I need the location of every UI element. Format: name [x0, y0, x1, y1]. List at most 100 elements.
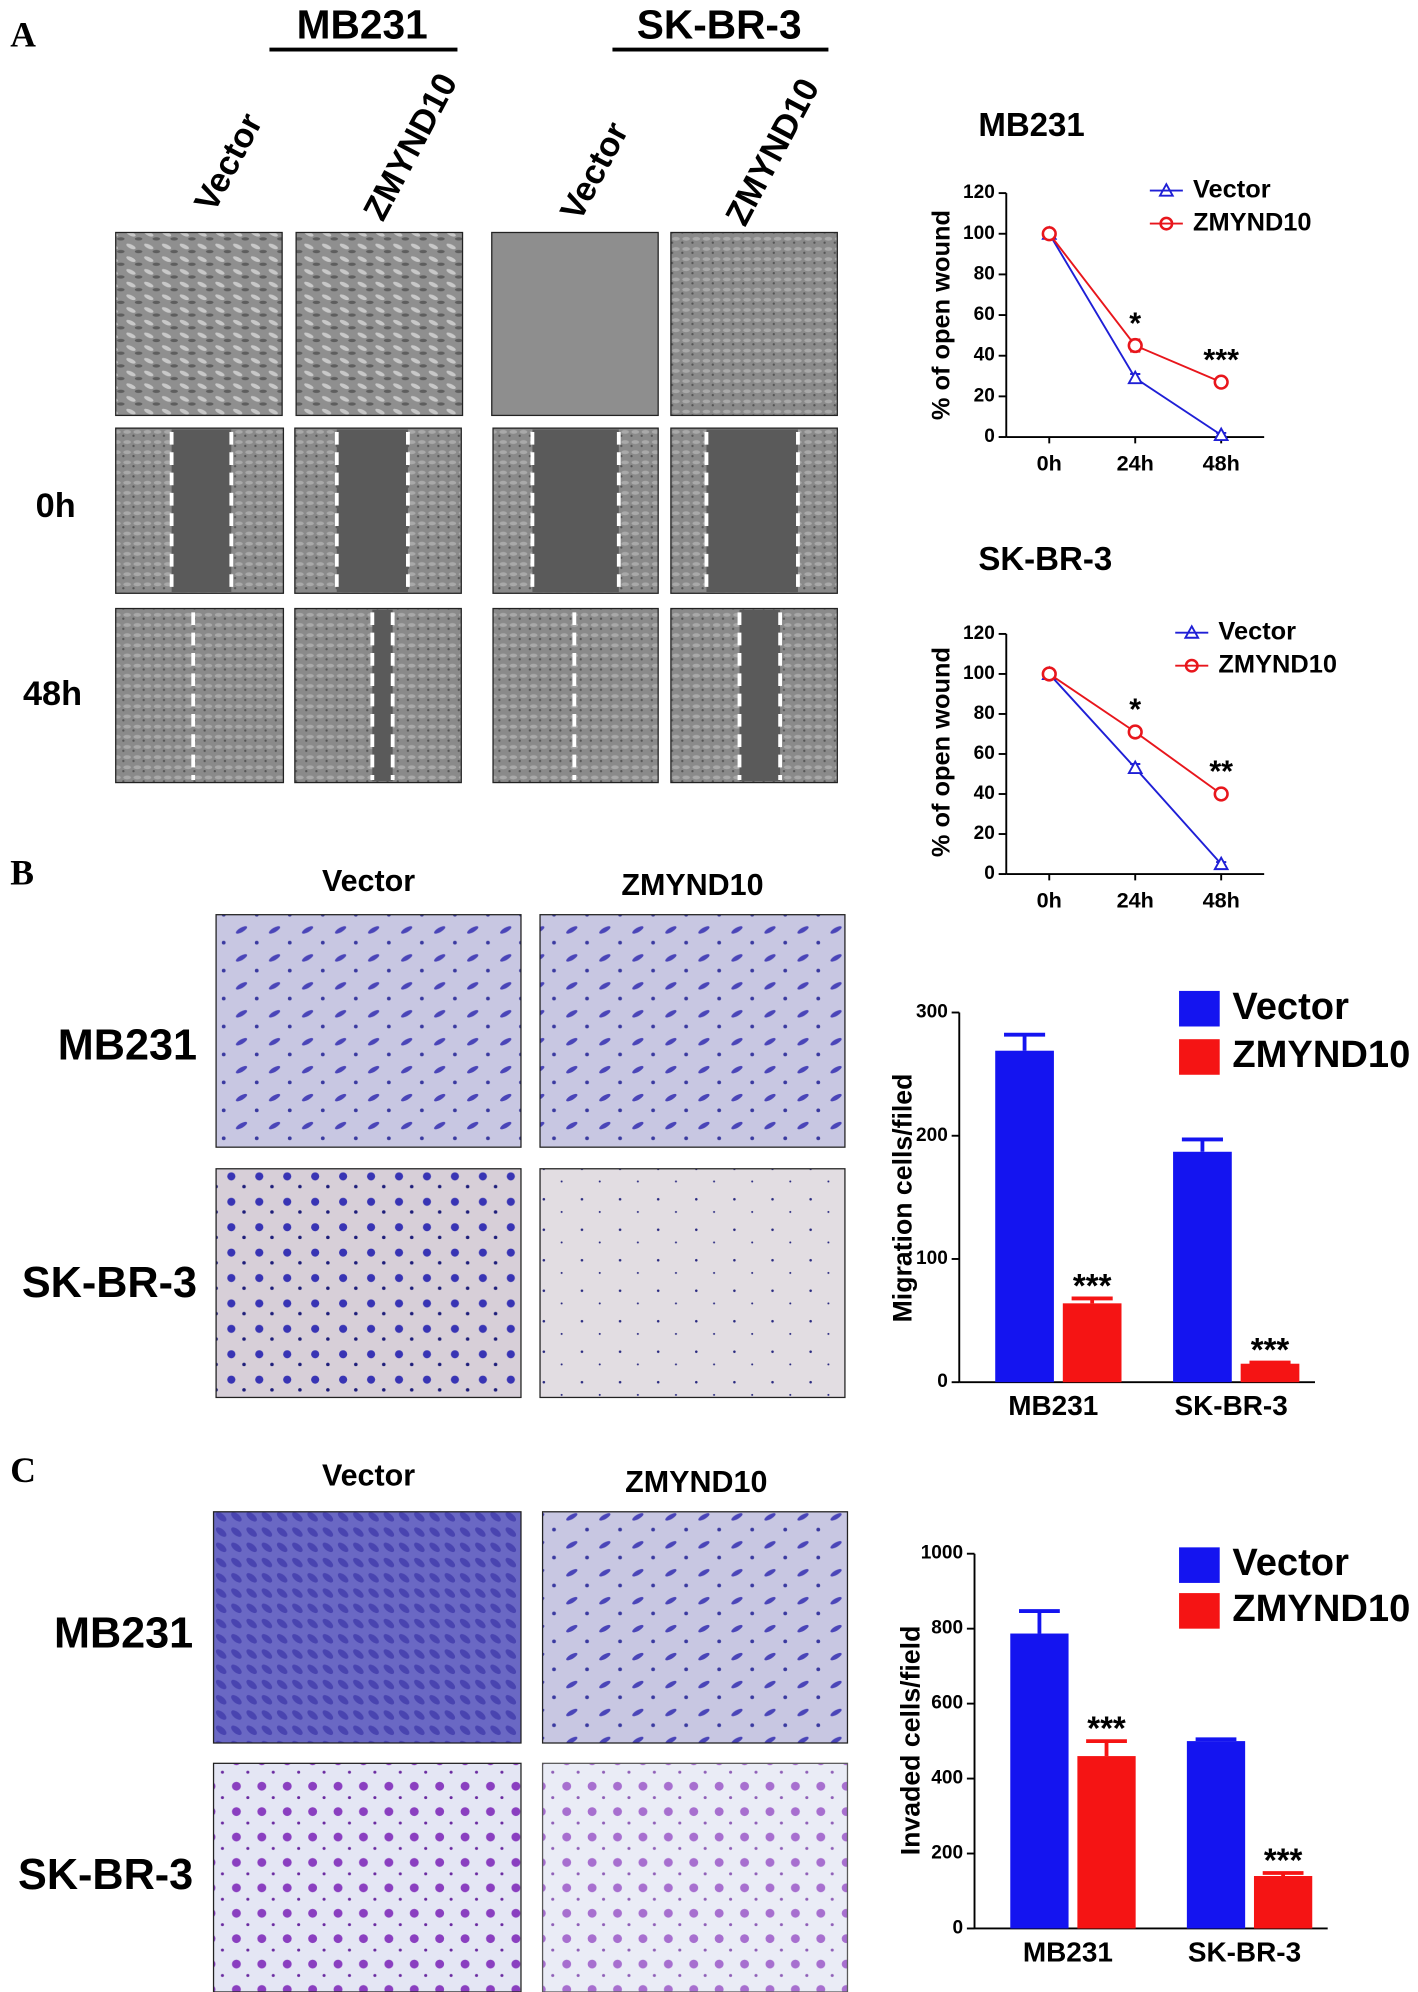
y-tick-label: 400	[931, 1768, 963, 1789]
legend-label: ZMYND10	[1218, 650, 1337, 678]
significance: ***	[1251, 1331, 1290, 1368]
x-tick-label: 0h	[1037, 888, 1062, 913]
row-label: MB231	[58, 1021, 197, 1069]
legend-swatch	[1179, 990, 1220, 1027]
error-bar	[1004, 1032, 1046, 1051]
x-tick-label: 24h	[1117, 888, 1154, 913]
bar	[1173, 1151, 1232, 1383]
column-label: ZMYND10	[621, 868, 763, 902]
point	[1127, 369, 1144, 385]
legend-marker	[1159, 216, 1174, 231]
chart-title: MB231	[978, 106, 1084, 143]
y-tick-label: 0	[937, 1371, 948, 1392]
error-bar	[1195, 1737, 1237, 1742]
point	[1127, 759, 1144, 775]
y-tick-label: 200	[916, 1125, 948, 1146]
y-tick-label: 60	[974, 743, 995, 764]
panel-letter: A	[10, 14, 36, 54]
panel-letter: B	[10, 853, 34, 893]
y-tick-label: 20	[974, 823, 995, 844]
y-tick-label: 80	[974, 263, 995, 284]
significance: *	[1129, 306, 1141, 340]
significance: ***	[1264, 1842, 1303, 1879]
bar	[995, 1050, 1054, 1383]
significance: **	[1209, 755, 1233, 789]
row-label: SK-BR-3	[22, 1259, 197, 1307]
y-tick-label: 80	[974, 703, 995, 724]
y-tick-label: 0	[984, 863, 995, 884]
significance: ***	[1073, 1267, 1112, 1304]
legend-label: Vector	[1232, 986, 1349, 1028]
y-tick-label: 600	[931, 1693, 963, 1714]
y-tick-label: 300	[916, 1002, 948, 1023]
legend-swatch	[1179, 1547, 1220, 1583]
x-tick-label: MB231	[1008, 1390, 1098, 1421]
error-bar	[1071, 1296, 1113, 1304]
legend-swatch	[1179, 1039, 1220, 1075]
error-bar	[1249, 1360, 1291, 1365]
y-tick-label: 40	[974, 345, 995, 366]
cell-line-header: SK-BR-3	[637, 2, 802, 48]
y-axis-label: % of open wound	[927, 210, 955, 420]
wound-gaps	[171, 429, 798, 782]
point	[1127, 337, 1143, 354]
x-tick-label: 48h	[1203, 888, 1240, 913]
legend-label: Vector	[1218, 617, 1296, 645]
bar	[1077, 1756, 1136, 1929]
condition-label: Vector	[187, 107, 270, 217]
y-axis-label: Migration cells/filed	[888, 1074, 918, 1323]
legend-swatch	[1179, 1593, 1220, 1629]
point	[1213, 426, 1230, 442]
y-axis-label: % of open wound	[927, 647, 955, 857]
x-tick-label: 24h	[1117, 451, 1154, 476]
x-tick-label: 48h	[1203, 451, 1240, 476]
legend-label: ZMYND10	[1232, 1034, 1410, 1076]
point	[1127, 724, 1143, 740]
legend-marker	[1183, 624, 1200, 639]
y-tick-label: 100	[916, 1248, 948, 1269]
point	[1213, 855, 1230, 871]
error-bar	[1019, 1609, 1060, 1634]
legend-marker	[1184, 658, 1199, 673]
x-tick-label: SK-BR-3	[1188, 1936, 1301, 1967]
column-label: Vector	[322, 1459, 415, 1493]
point	[1213, 374, 1229, 390]
bar	[1186, 1741, 1246, 1929]
time-label: 48h	[23, 675, 82, 713]
condition-label: Vector	[553, 116, 636, 226]
cell-line-header: MB231	[297, 2, 428, 48]
y-axis-label: Invaded cells/field	[895, 1626, 925, 1856]
y-tick-label: 800	[931, 1618, 963, 1639]
legend-label: ZMYND10	[1193, 208, 1312, 236]
legend-label: Vector	[1193, 175, 1271, 203]
y-tick-label: 200	[931, 1843, 963, 1864]
y-tick-label: 120	[963, 623, 995, 644]
x-tick-label: SK-BR-3	[1174, 1390, 1287, 1421]
x-tick-label: MB231	[1023, 1936, 1113, 1967]
condition-label: ZMYND10	[356, 67, 465, 226]
bar	[1253, 1876, 1313, 1929]
y-tick-label: 0	[952, 1918, 963, 1939]
error-bar	[1181, 1137, 1223, 1152]
legend-label: ZMYND10	[1232, 1588, 1410, 1630]
significance: ***	[1087, 1710, 1126, 1747]
bar	[1010, 1633, 1069, 1929]
micrographs	[215, 914, 846, 1399]
legend-label: Vector	[1232, 1542, 1349, 1584]
time-label: 0h	[36, 487, 76, 525]
legend-marker	[1158, 182, 1175, 197]
y-tick-label: 60	[974, 304, 995, 325]
chart-title: SK-BR-3	[978, 540, 1112, 577]
point	[1041, 226, 1057, 242]
y-tick-label: 20	[974, 385, 995, 406]
y-tick-label: 0	[984, 426, 995, 447]
error-bar	[1086, 1739, 1127, 1757]
significance: ***	[1203, 343, 1239, 377]
column-label: ZMYND10	[625, 1465, 767, 1499]
wound-edges	[169, 431, 800, 781]
micrographs	[212, 1511, 849, 1992]
point	[1213, 786, 1229, 802]
row-label: SK-BR-3	[18, 1851, 193, 1899]
point	[1041, 666, 1057, 682]
